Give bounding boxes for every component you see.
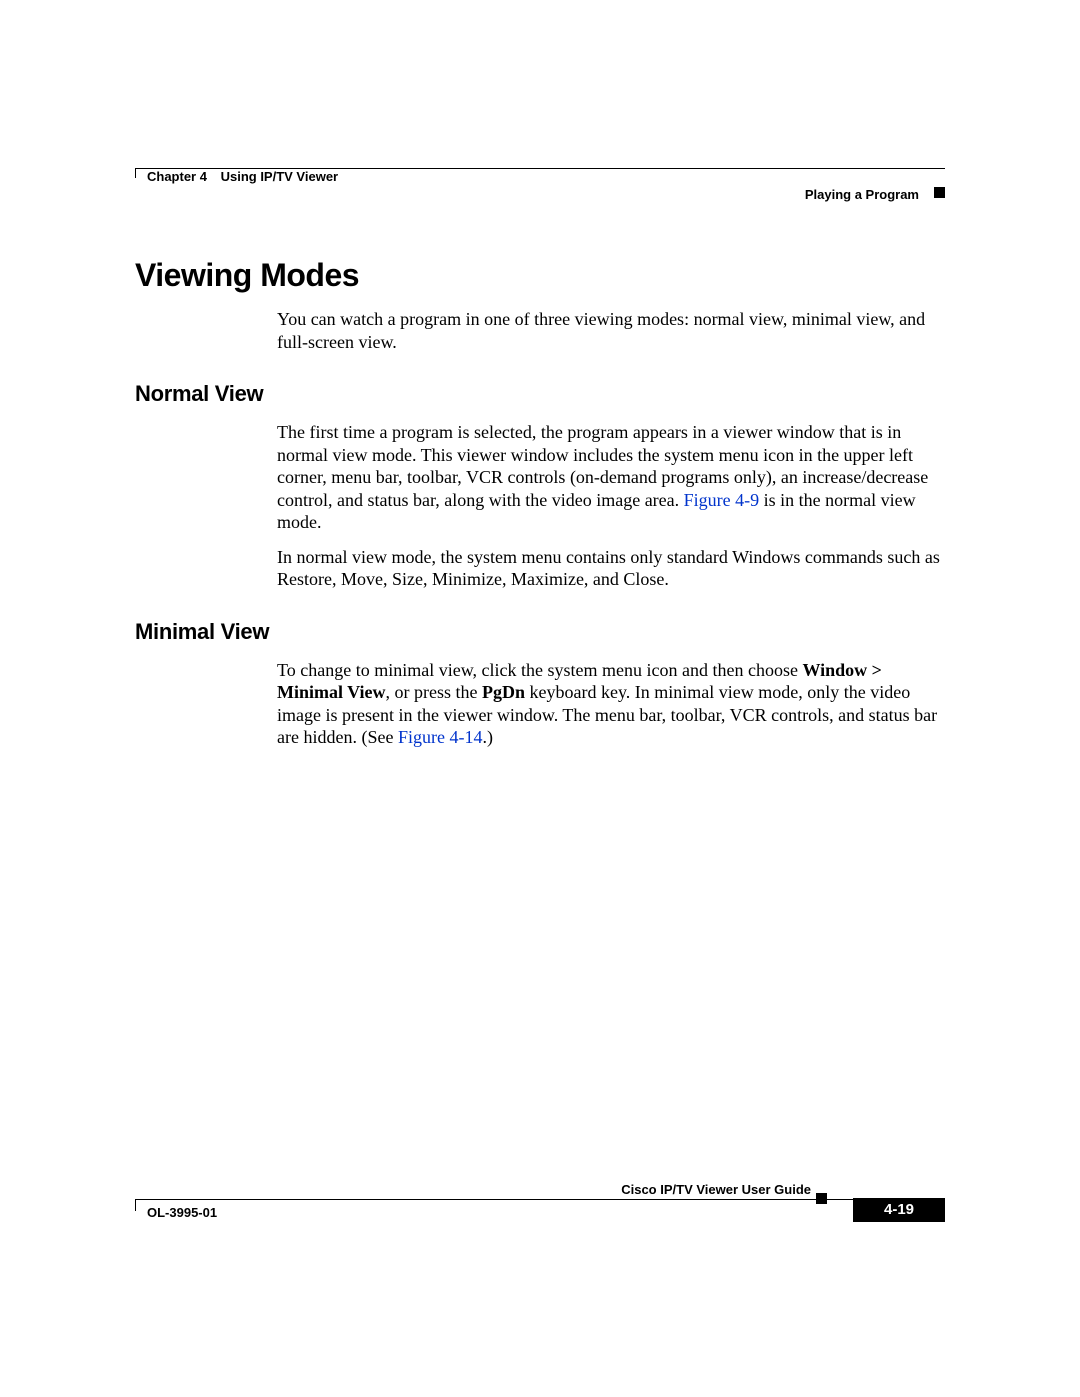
footer-rule (135, 1199, 945, 1200)
heading-viewing-modes: Viewing Modes (135, 257, 945, 294)
key-name: PgDn (482, 682, 525, 702)
text: To change to minimal view, click the sys… (277, 660, 802, 680)
figure-link[interactable]: Figure 4-14 (398, 727, 483, 747)
chapter-number: Chapter 4 (147, 169, 207, 184)
document-page: Chapter 4 Using IP/TV Viewer Playing a P… (135, 165, 945, 1225)
header-marker-icon (934, 187, 945, 198)
page-header: Chapter 4 Using IP/TV Viewer Playing a P… (135, 165, 945, 197)
intro-paragraph: You can watch a program in one of three … (277, 308, 945, 353)
page-number: 4-19 (853, 1198, 945, 1222)
heading-normal-view: Normal View (135, 381, 945, 407)
footer-tick (135, 1199, 136, 1211)
heading-minimal-view: Minimal View (135, 619, 945, 645)
page-body: Viewing Modes You can watch a program in… (135, 257, 945, 749)
header-tick (135, 168, 136, 178)
doc-number: OL-3995-01 (147, 1205, 217, 1220)
normal-view-p1: The first time a program is selected, th… (277, 421, 945, 534)
page-footer: Cisco IP/TV Viewer User Guide OL-3995-01… (135, 1185, 945, 1225)
minimal-view-p1: To change to minimal view, click the sys… (277, 659, 945, 749)
chapter-label: Chapter 4 Using IP/TV Viewer (147, 169, 338, 184)
text: , or press the (386, 682, 482, 702)
section-label: Playing a Program (805, 187, 919, 202)
guide-title: Cisco IP/TV Viewer User Guide (621, 1182, 811, 1197)
text: .) (482, 727, 493, 747)
figure-link[interactable]: Figure 4-9 (684, 490, 760, 510)
normal-view-p2: In normal view mode, the system menu con… (277, 546, 945, 591)
chapter-title: Using IP/TV Viewer (221, 169, 339, 184)
